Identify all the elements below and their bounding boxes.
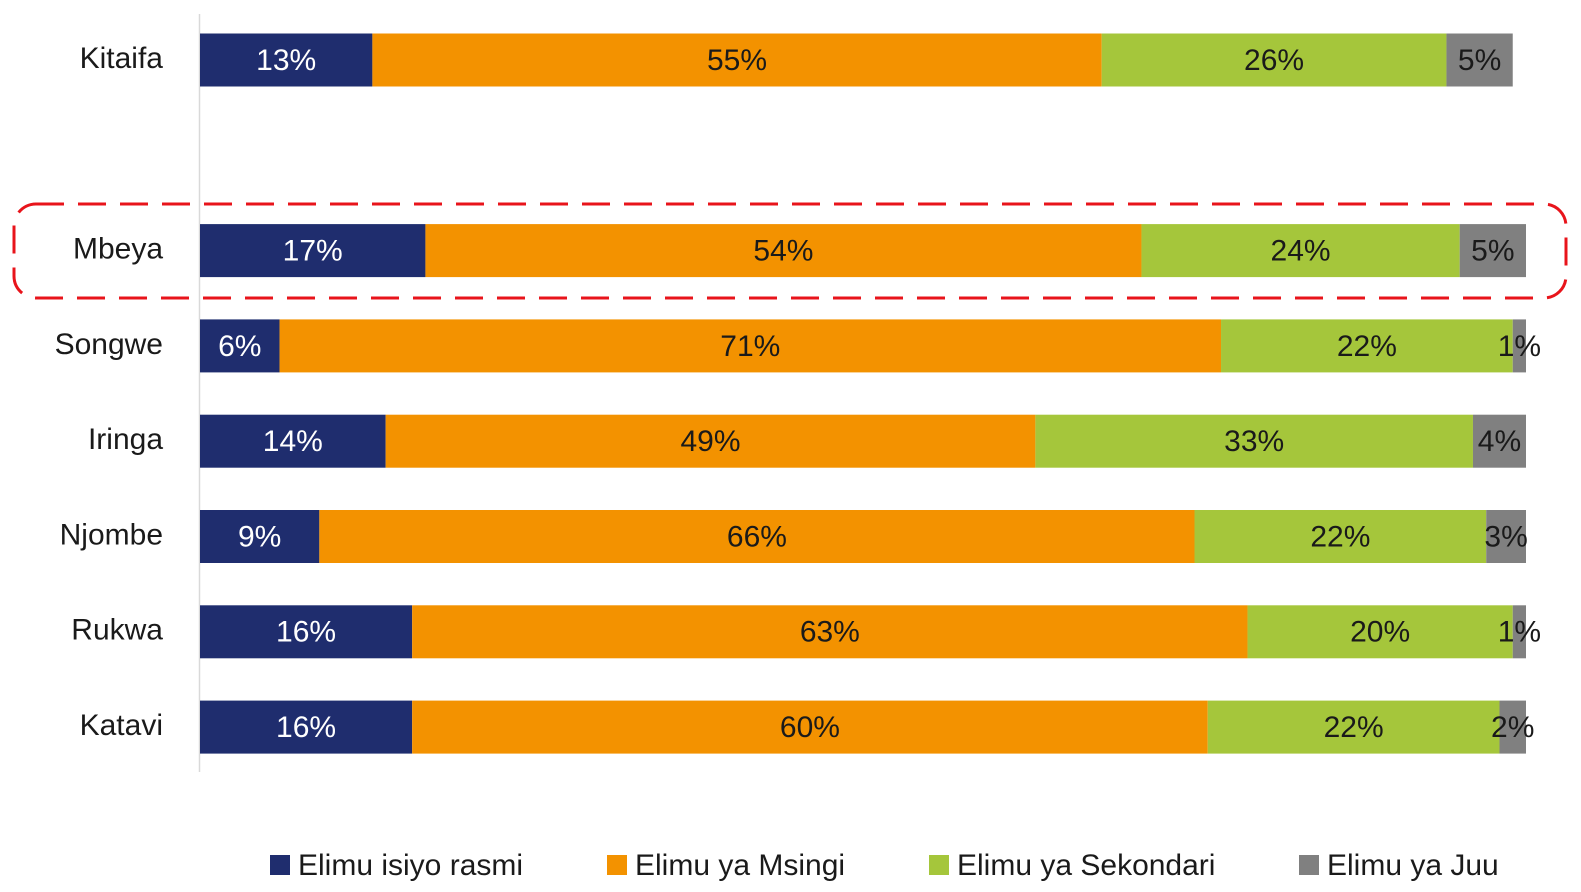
data-label: 22% [1324, 711, 1384, 744]
bar-segment [279, 319, 1222, 373]
bar-segment [1459, 224, 1526, 278]
bar-segment [1499, 700, 1526, 754]
legend-swatch [270, 855, 290, 875]
data-label: 9% [238, 520, 281, 553]
data-label: 63% [800, 616, 860, 649]
data-label: 71% [720, 330, 780, 363]
bar-segment [1512, 319, 1526, 373]
legend-label: Elimu ya Juu [1327, 849, 1499, 882]
data-label: 17% [283, 235, 343, 268]
bar-segment [1247, 605, 1513, 659]
legend-label: Elimu isiyo rasmi [298, 849, 523, 882]
data-label: 4% [1478, 425, 1521, 458]
data-label: 49% [680, 425, 740, 458]
bar-segment [200, 33, 373, 87]
data-label: 20% [1350, 616, 1410, 649]
data-label: 6% [218, 330, 261, 363]
data-label: 24% [1271, 235, 1331, 268]
bar-segment [200, 319, 280, 373]
bar-segment [200, 414, 386, 468]
bar-segment [1512, 605, 1526, 659]
bar-segment [1101, 33, 1447, 87]
bar-segment [200, 700, 413, 754]
bar-segment [200, 510, 320, 563]
bar-segment [385, 414, 1036, 468]
data-label: 54% [753, 235, 813, 268]
legend-swatch [607, 855, 627, 875]
data-label: 60% [780, 711, 840, 744]
y-tick-label: Katavi [80, 709, 163, 742]
y-tick-label: Iringa [88, 423, 163, 456]
data-label: 33% [1224, 425, 1284, 458]
bar-segment [200, 605, 413, 659]
data-label: 22% [1337, 330, 1397, 363]
data-label: 55% [707, 44, 767, 77]
legend-label: Elimu ya Msingi [635, 849, 845, 882]
data-label: 5% [1458, 44, 1501, 77]
bar-segment [412, 700, 1208, 754]
y-tick-label: Mbeya [73, 233, 163, 266]
data-label: 5% [1471, 235, 1514, 268]
bar-segment [319, 510, 1195, 563]
data-label: 16% [276, 616, 336, 649]
data-label: 66% [727, 520, 787, 553]
bar-segment [1194, 510, 1487, 563]
bar-segment [412, 605, 1248, 659]
bar-segment [372, 33, 1102, 87]
data-label: 22% [1310, 520, 1370, 553]
legend-swatch [929, 855, 949, 875]
data-label: 26% [1244, 44, 1304, 77]
data-label: 16% [276, 711, 336, 744]
bar-segment [425, 224, 1142, 278]
y-tick-label: Songwe [55, 328, 163, 361]
legend-label: Elimu ya Sekondari [957, 849, 1215, 882]
y-tick-label: Njombe [60, 518, 163, 551]
bar-segment [1207, 700, 1500, 754]
data-label: 1% [1498, 616, 1541, 649]
y-tick-label: Rukwa [71, 614, 163, 647]
data-label: 13% [256, 44, 316, 77]
highlight-box [12, 202, 1568, 300]
bar-segment [1141, 224, 1460, 278]
legend-swatch [1299, 855, 1319, 875]
bar-segment [1486, 510, 1526, 563]
bar-segment [1446, 33, 1513, 87]
data-label: 2% [1491, 711, 1534, 744]
data-label: 14% [263, 425, 323, 458]
bar-segment [1035, 414, 1473, 468]
bar-segment [1472, 414, 1526, 468]
y-tick-label: Kitaifa [80, 42, 164, 75]
data-label: 1% [1498, 330, 1541, 363]
data-label: 3% [1484, 520, 1527, 553]
bar-segment [1221, 319, 1513, 373]
bar-segment [200, 224, 426, 278]
